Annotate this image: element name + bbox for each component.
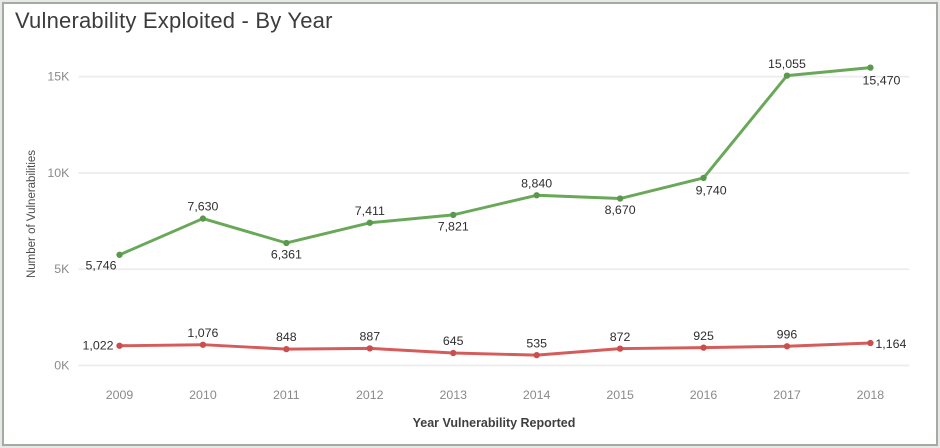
data-label: 535 [526,336,547,350]
data-label: 5,746 [86,259,117,273]
data-point [533,192,540,199]
data-point [450,211,457,219]
data-label: 1,022 [83,339,114,353]
x-tick-label: 2010 [189,388,217,402]
x-tick-label: 2012 [356,388,384,402]
x-tick-label: 2014 [523,388,551,402]
data-point [867,64,874,71]
data-point [533,351,540,359]
data-point [867,339,874,347]
data-point [199,341,207,348]
data-point [366,219,373,226]
data-point [450,349,457,357]
data-label: 7,821 [438,220,469,234]
data-label: 925 [693,329,714,343]
data-point [783,72,791,79]
data-label: 872 [610,330,631,344]
y-tick-label: 5K [54,262,70,276]
data-label: 6,361 [271,248,302,262]
x-tick-label: 2018 [857,388,885,402]
data-point [283,345,290,353]
data-point [199,215,207,222]
data-label: 887 [359,330,380,344]
data-label: 15,055 [768,57,806,71]
data-label: 996 [777,327,798,341]
data-point [616,345,624,352]
data-point [283,239,290,247]
data-point [700,174,707,182]
data-label: 1,076 [187,326,218,340]
data-point [616,195,624,202]
y-tick-label: 0K [54,358,70,372]
data-label: 7,630 [187,200,218,214]
y-tick-label: 10K [47,166,70,180]
x-tick-label: 2016 [690,388,718,402]
x-tick-label: 2017 [773,388,801,402]
data-label: 848 [276,330,297,344]
data-label: 1,164 [875,337,906,351]
x-tick-label: 2009 [106,388,134,402]
x-tick-label: 2011 [273,388,300,402]
x-tick-label: 2015 [606,388,634,402]
data-label: 9,740 [696,184,727,198]
data-label: 15,470 [862,73,900,87]
series-line-vulnerabilities-reported [118,66,872,257]
x-tick-label: 2013 [439,388,467,402]
chart-title: Vulnerability Exploited - By Year [15,8,333,33]
x-axis-title: Year Vulnerability Reported [412,416,576,430]
data-point [700,344,707,351]
data-label: 7,411 [355,204,385,218]
data-point [116,251,123,258]
data-point [783,343,791,350]
data-label: 8,670 [605,203,636,217]
data-point [366,345,373,352]
data-point [116,342,123,349]
data-label: 8,840 [521,176,552,190]
y-tick-label: 15K [47,70,70,84]
chart-plot: 0K 5K 10K 15K 2009 2010 2011 2012 2013 2014 2015 20… [47,57,910,402]
series-line-vulnerabilities-exploited [118,341,872,357]
data-label: 645 [443,334,464,348]
